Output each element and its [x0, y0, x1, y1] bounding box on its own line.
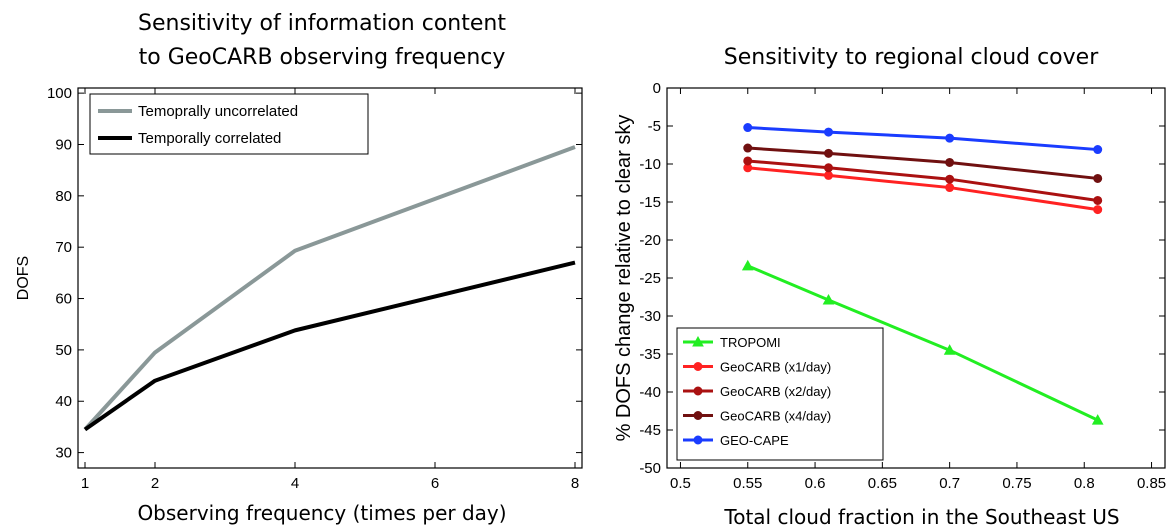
x-tick-label: 6	[431, 475, 439, 492]
y-tick-label: 80	[55, 188, 72, 205]
data-point-2-0	[743, 156, 753, 166]
legend-label: TROPOMI	[720, 335, 781, 350]
x-tick-label: 0.5	[670, 475, 691, 492]
series-line-0	[83, 145, 576, 431]
chart-title-line-2: to GeoCARB observing frequency	[139, 45, 506, 70]
data-point-3-1	[824, 148, 834, 158]
legend-marker	[693, 435, 703, 445]
legend-label: GeoCARB (x4/day)	[720, 409, 831, 424]
y-tick-label: -25	[639, 270, 661, 287]
series-line-3	[747, 146, 1098, 180]
legend-label: Temoprally uncorrelated	[138, 103, 298, 120]
legend-marker	[693, 411, 703, 420]
x-tick-label: 0.6	[805, 475, 826, 492]
legend-label: GeoCARB (x2/day)	[720, 384, 831, 399]
x-tick-label: 0.8	[1074, 475, 1095, 492]
x-tick-label: 0.7	[939, 475, 960, 492]
y-tick-label: -30	[639, 308, 661, 325]
chart-title-line-1: Sensitivity of information content	[138, 11, 506, 36]
y-tick-label: -50	[639, 460, 661, 477]
legend-marker	[693, 362, 703, 371]
x-tick-label: 4	[291, 475, 299, 492]
data-point-4-1	[824, 127, 834, 137]
legend-box	[89, 93, 369, 155]
y-axis-label: DOFS	[15, 256, 32, 300]
y-tick-label: 50	[55, 342, 72, 359]
y-tick-label: -45	[639, 422, 661, 439]
data-point-1-2	[945, 183, 955, 193]
data-point-2-3	[1093, 195, 1103, 205]
y-tick-label: 0	[653, 80, 661, 97]
data-point-4-0	[743, 123, 753, 133]
y-tick-label: 60	[55, 291, 72, 308]
data-point-1-3	[1093, 205, 1103, 215]
series-line-4	[747, 126, 1098, 152]
x-tick-label: 2	[151, 475, 159, 492]
y-tick-label: -15	[639, 194, 661, 211]
x-tick-label: 0.85	[1137, 475, 1166, 492]
data-point-3-3	[1093, 173, 1103, 183]
legend-label: GEO-CAPE	[720, 433, 789, 448]
series-line-1	[747, 166, 1098, 212]
data-point-2-1	[824, 163, 834, 173]
x-tick-label: 1	[81, 475, 89, 492]
y-tick-label: 100	[47, 85, 72, 102]
x-tick-label: 0.75	[1002, 475, 1031, 492]
y-tick-label: 70	[55, 239, 72, 256]
chart-title: Sensitivity to regional cloud cover	[724, 45, 1099, 70]
x-tick-label: 0.65	[868, 475, 897, 492]
y-tick-label: 90	[55, 136, 72, 153]
data-point-4-3	[1093, 145, 1103, 155]
legend-marker	[692, 335, 704, 347]
x-tick-label: 0.55	[733, 475, 762, 492]
data-point-2-2	[945, 174, 955, 184]
y-tick-label: -35	[639, 346, 661, 363]
data-point-3-0	[743, 143, 753, 153]
data-point-0-1	[822, 294, 835, 305]
series-line-1	[83, 260, 576, 432]
y-tick-label: 30	[55, 445, 72, 462]
data-point-0-0	[741, 259, 754, 271]
data-point-3-2	[945, 157, 955, 167]
y-tick-label: -5	[648, 118, 661, 135]
x-tick-label: 8	[571, 475, 579, 492]
series-line-2	[747, 159, 1098, 202]
y-tick-label: -20	[639, 232, 661, 249]
data-point-0-3	[1091, 414, 1104, 425]
legend-marker	[693, 386, 703, 396]
series-line-0	[747, 264, 1099, 422]
data-point-1-1	[824, 170, 834, 180]
data-point-4-2	[945, 133, 955, 143]
data-point-0-2	[943, 344, 956, 355]
plot-frame	[77, 87, 583, 469]
legend-label: GeoCARB (x1/day)	[720, 360, 831, 375]
y-tick-label: -10	[639, 156, 661, 173]
x-axis-label: Observing frequency (times per day)	[137, 501, 506, 525]
y-tick-label: -40	[639, 384, 661, 401]
y-axis-label: % DOFS change relative to clear sky	[613, 115, 635, 442]
chart-dofs-vs-frequency: Sensitivity of information content to Geo…	[15, 11, 583, 525]
chart-cloud-sensitivity: Sensitivity to regional cloud cover 0.5 0.…	[613, 45, 1166, 529]
legend-box	[676, 327, 884, 461]
x-axis-label: Total cloud fraction in the Southeast US	[723, 505, 1119, 529]
legend-label: Temporally correlated	[138, 130, 281, 147]
y-tick-label: 40	[55, 393, 72, 410]
